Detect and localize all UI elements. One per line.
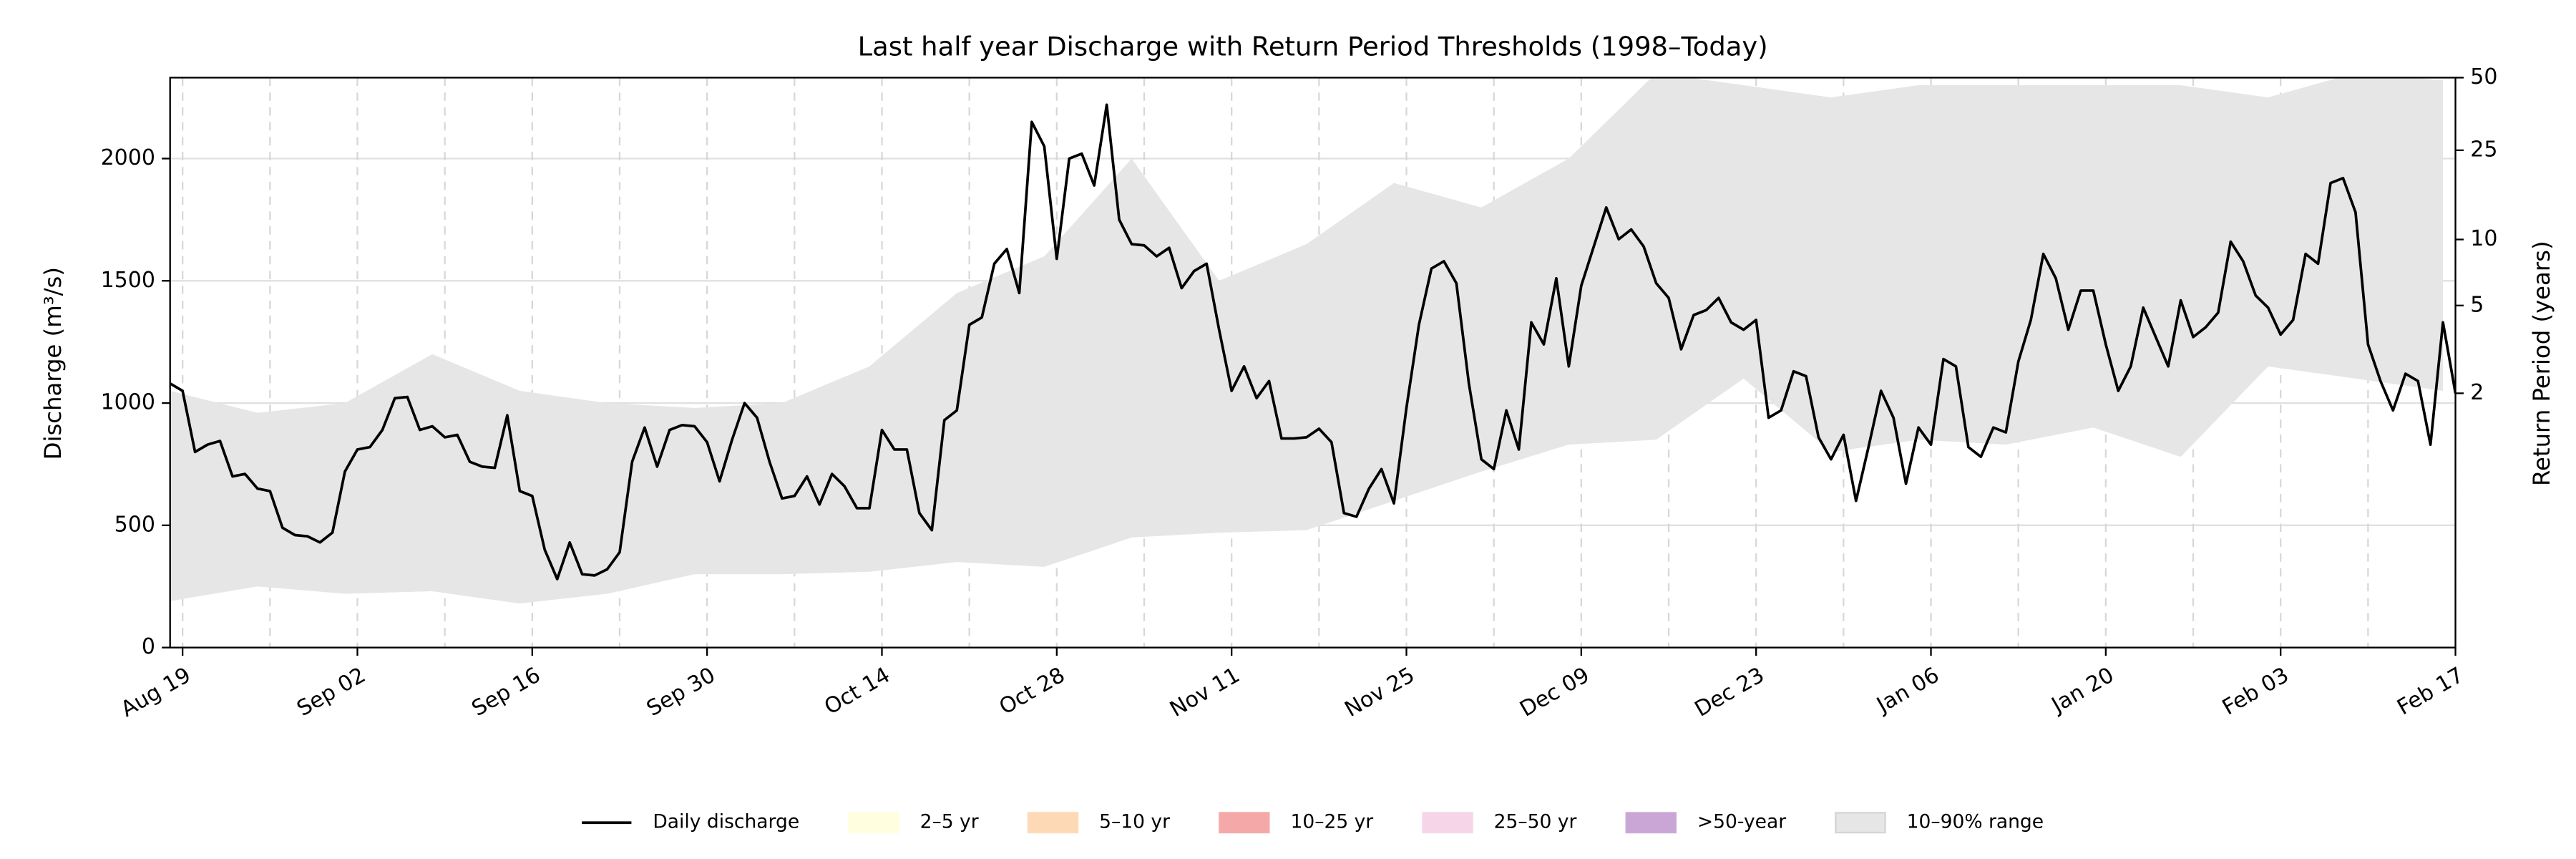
plot-area (170, 77, 2456, 604)
y2-tick-label: 2 (2470, 380, 2484, 405)
x-tick-label: Feb 03 (2218, 663, 2293, 721)
x-tick-label: Dec 23 (1691, 663, 1769, 722)
x-tick-label: Nov 11 (1166, 663, 1244, 722)
y-tick-label: 2000 (101, 145, 155, 170)
x-tick-label: Sep 02 (293, 663, 370, 722)
x-tick-label: Oct 14 (820, 663, 894, 720)
legend-label: 10–90% range (1907, 811, 2044, 833)
x-tick-label: Sep 16 (468, 663, 545, 722)
x-tick-label: Oct 28 (995, 663, 1070, 720)
legend-label: Daily discharge (653, 811, 799, 833)
legend-swatch (1219, 812, 1270, 834)
y-axis-label: Discharge (m³/s) (39, 267, 67, 460)
x-tick-label: Aug 19 (117, 663, 195, 722)
legend-swatch (1422, 812, 1473, 834)
legend-label: >50-year (1697, 811, 1786, 833)
legend-label: 5–10 yr (1099, 811, 1170, 833)
legend-swatch (1027, 812, 1079, 834)
x-tick-label: Sep 30 (643, 663, 720, 722)
legend-swatch (1835, 812, 1886, 834)
y2-tick-label: 5 (2470, 292, 2484, 317)
legend-swatch (1625, 812, 1677, 834)
y-tick-label: 1000 (101, 390, 155, 415)
legend-label: 10–25 yr (1290, 811, 1373, 833)
y-tick-label: 1500 (101, 268, 155, 293)
y-tick-label: 0 (142, 634, 155, 659)
y-tick-label: 500 (114, 512, 155, 537)
x-tick-label: Feb 17 (2393, 663, 2468, 721)
y2-tick-label: 10 (2470, 226, 2497, 251)
range-band (170, 77, 2444, 604)
legend-label: 2–5 yr (920, 811, 979, 833)
x-tick-label: Jan 06 (1871, 663, 1943, 719)
x-tick-label: Dec 09 (1516, 663, 1594, 722)
plot-frame (169, 77, 2457, 649)
x-tick-label: Jan 20 (2046, 663, 2119, 719)
discharge-line (170, 103, 2456, 581)
legend-swatch (848, 812, 899, 834)
y2-tick-label: 25 (2470, 137, 2497, 162)
x-tick-label: Nov 25 (1340, 663, 1419, 722)
legend: Daily discharge 2–5 yr 5–10 yr 10–25 yr 25–5… (582, 811, 2044, 834)
legend-label: 25–50 yr (1494, 811, 1577, 833)
y2-tick-label: 50 (2470, 64, 2497, 89)
y2-axis-label: Return Period (years) (2528, 241, 2555, 486)
chart-title: Last half year Discharge with Return Per… (858, 31, 1768, 62)
